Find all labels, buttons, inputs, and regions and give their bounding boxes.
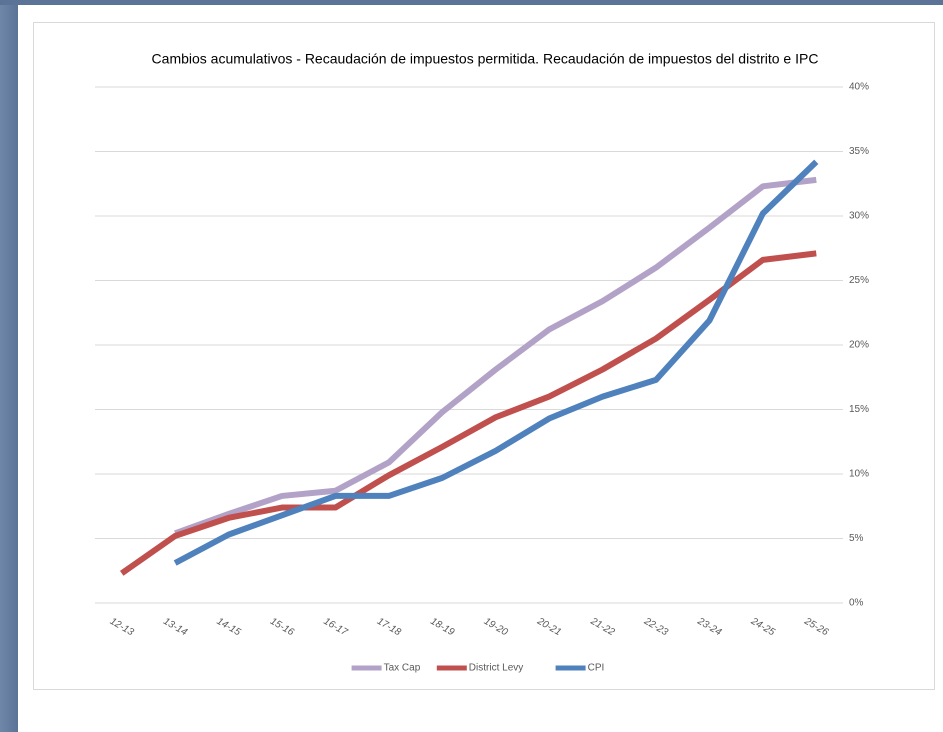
chart-border	[33, 22, 935, 690]
y-tick-label: 0%	[849, 598, 864, 609]
y-tick-label: 10%	[849, 469, 869, 480]
series-line	[174, 176, 817, 537]
series-line	[173, 159, 819, 566]
y-tick-label: 40%	[849, 82, 869, 93]
legend-label: CPI	[588, 663, 605, 674]
legend-label: Tax Cap	[384, 663, 421, 674]
y-tick-label: 15%	[849, 404, 869, 415]
top-bar	[0, 0, 943, 5]
series-line	[119, 250, 817, 576]
chart-title: Cambios acumulativos - Recaudación de im…	[152, 51, 819, 67]
legend-label: District Levy	[469, 663, 523, 674]
y-tick-label: 25%	[849, 275, 869, 286]
y-tick-label: 5%	[849, 533, 864, 544]
y-tick-label: 30%	[849, 211, 869, 222]
y-tick-label: 35%	[849, 146, 869, 157]
y-tick-label: 20%	[849, 340, 869, 351]
